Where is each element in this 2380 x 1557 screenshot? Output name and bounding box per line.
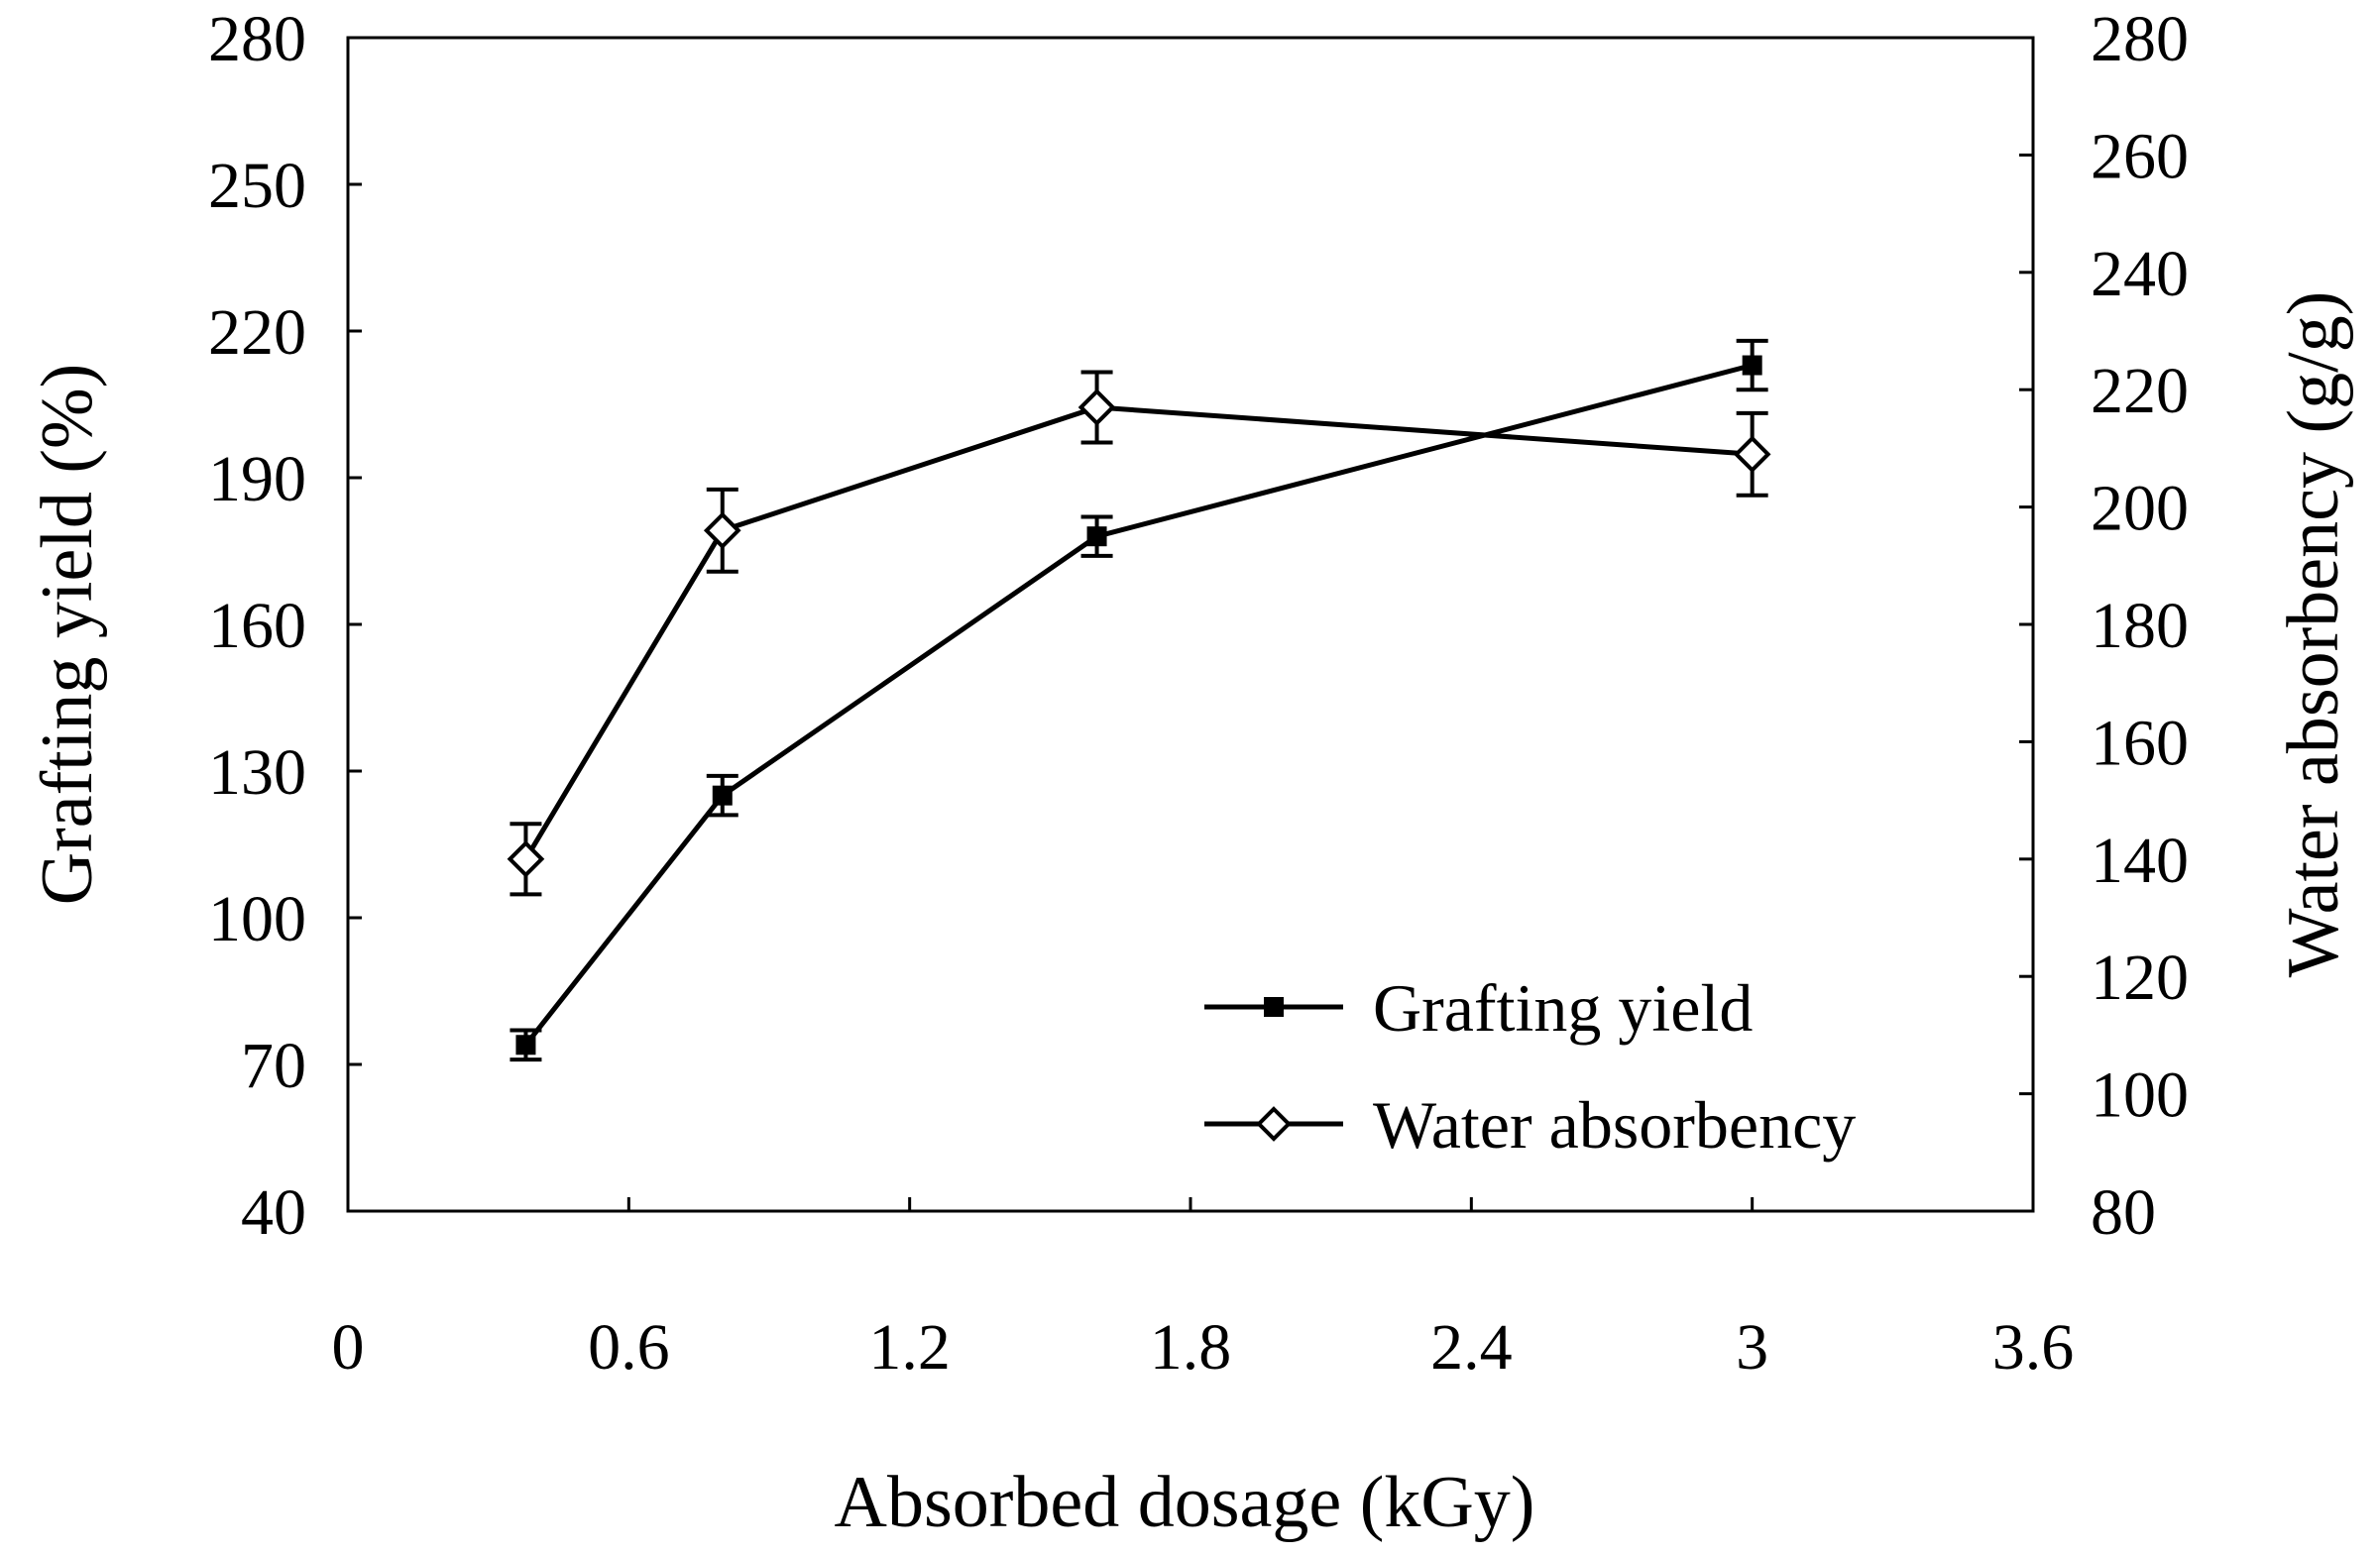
- data-point-water-absorbency: [507, 839, 545, 878]
- legend: Grafting yield Water absorbency: [1204, 970, 1856, 1163]
- data-point-grafting-yield: [515, 1035, 536, 1056]
- y-tick-label: 40: [241, 1176, 306, 1249]
- y-tick-label: 70: [241, 1030, 306, 1102]
- x-axis-title: Absorbed dosage (kGy): [835, 1462, 1535, 1543]
- y2-tick-label: 140: [2091, 825, 2189, 897]
- y2-tick-label: 120: [2091, 942, 2189, 1014]
- series-layer: [507, 338, 1771, 1062]
- y2-tick-label: 280: [2091, 3, 2189, 75]
- data-point-grafting-yield: [1742, 355, 1762, 376]
- y2-axis-title: Water absorbency (g/g): [2273, 291, 2354, 978]
- left-axis: 40 70 100 130 160 190 220 250 280: [208, 3, 362, 1249]
- x-tick-label: 0.6: [588, 1311, 670, 1384]
- y-tick-label: 250: [208, 150, 306, 222]
- y2-tick-label: 260: [2091, 120, 2189, 192]
- y-tick-label: 280: [208, 3, 306, 75]
- x-tick-label: 2.4: [1430, 1311, 1513, 1384]
- data-point-water-absorbency: [1733, 435, 1771, 474]
- y2-tick-label: 100: [2091, 1059, 2189, 1132]
- right-axis: 80 100 120 140 160 180 200 220 240 260 280: [2019, 3, 2189, 1249]
- legend-marker-grafting-yield: [1264, 997, 1284, 1017]
- data-point-grafting-yield: [712, 785, 733, 806]
- x-tick-label: 0: [332, 1311, 365, 1384]
- x-tick-label: 1.8: [1150, 1311, 1232, 1384]
- y2-tick-label: 160: [2091, 707, 2189, 779]
- y2-tick-label: 240: [2091, 238, 2189, 310]
- x-tick-label: 3.6: [1992, 1311, 2075, 1384]
- series-line-grafting-yield: [523, 363, 1754, 1047]
- y2-tick-label: 180: [2091, 590, 2189, 662]
- y-tick-label: 100: [208, 883, 306, 955]
- data-point-water-absorbency: [1077, 389, 1116, 426]
- y2-tick-label: 220: [2091, 355, 2189, 427]
- x-axis: 0 0.6 1.2 1.8 2.4 3 3.6: [332, 1197, 2075, 1384]
- y-tick-label: 160: [208, 590, 306, 662]
- series-line-water-absorbency: [523, 404, 1753, 861]
- x-tick-label: 3: [1736, 1311, 1768, 1384]
- y2-tick-label: 80: [2091, 1176, 2156, 1249]
- x-tick-label: 1.2: [868, 1311, 951, 1384]
- data-point-grafting-yield: [1086, 526, 1107, 547]
- y-tick-label: 190: [208, 443, 306, 515]
- legend-marker-water-absorbency: [1256, 1106, 1292, 1142]
- legend-label-grafting-yield: Grafting yield: [1373, 970, 1753, 1046]
- legend-label-water-absorbency: Water absorbency: [1373, 1087, 1856, 1163]
- y-tick-label: 220: [208, 296, 306, 369]
- y-tick-label: 130: [208, 736, 306, 809]
- data-point-water-absorbency: [703, 511, 741, 550]
- y2-tick-label: 200: [2091, 473, 2189, 545]
- y-axis-title: Grafting yield (%): [27, 364, 108, 906]
